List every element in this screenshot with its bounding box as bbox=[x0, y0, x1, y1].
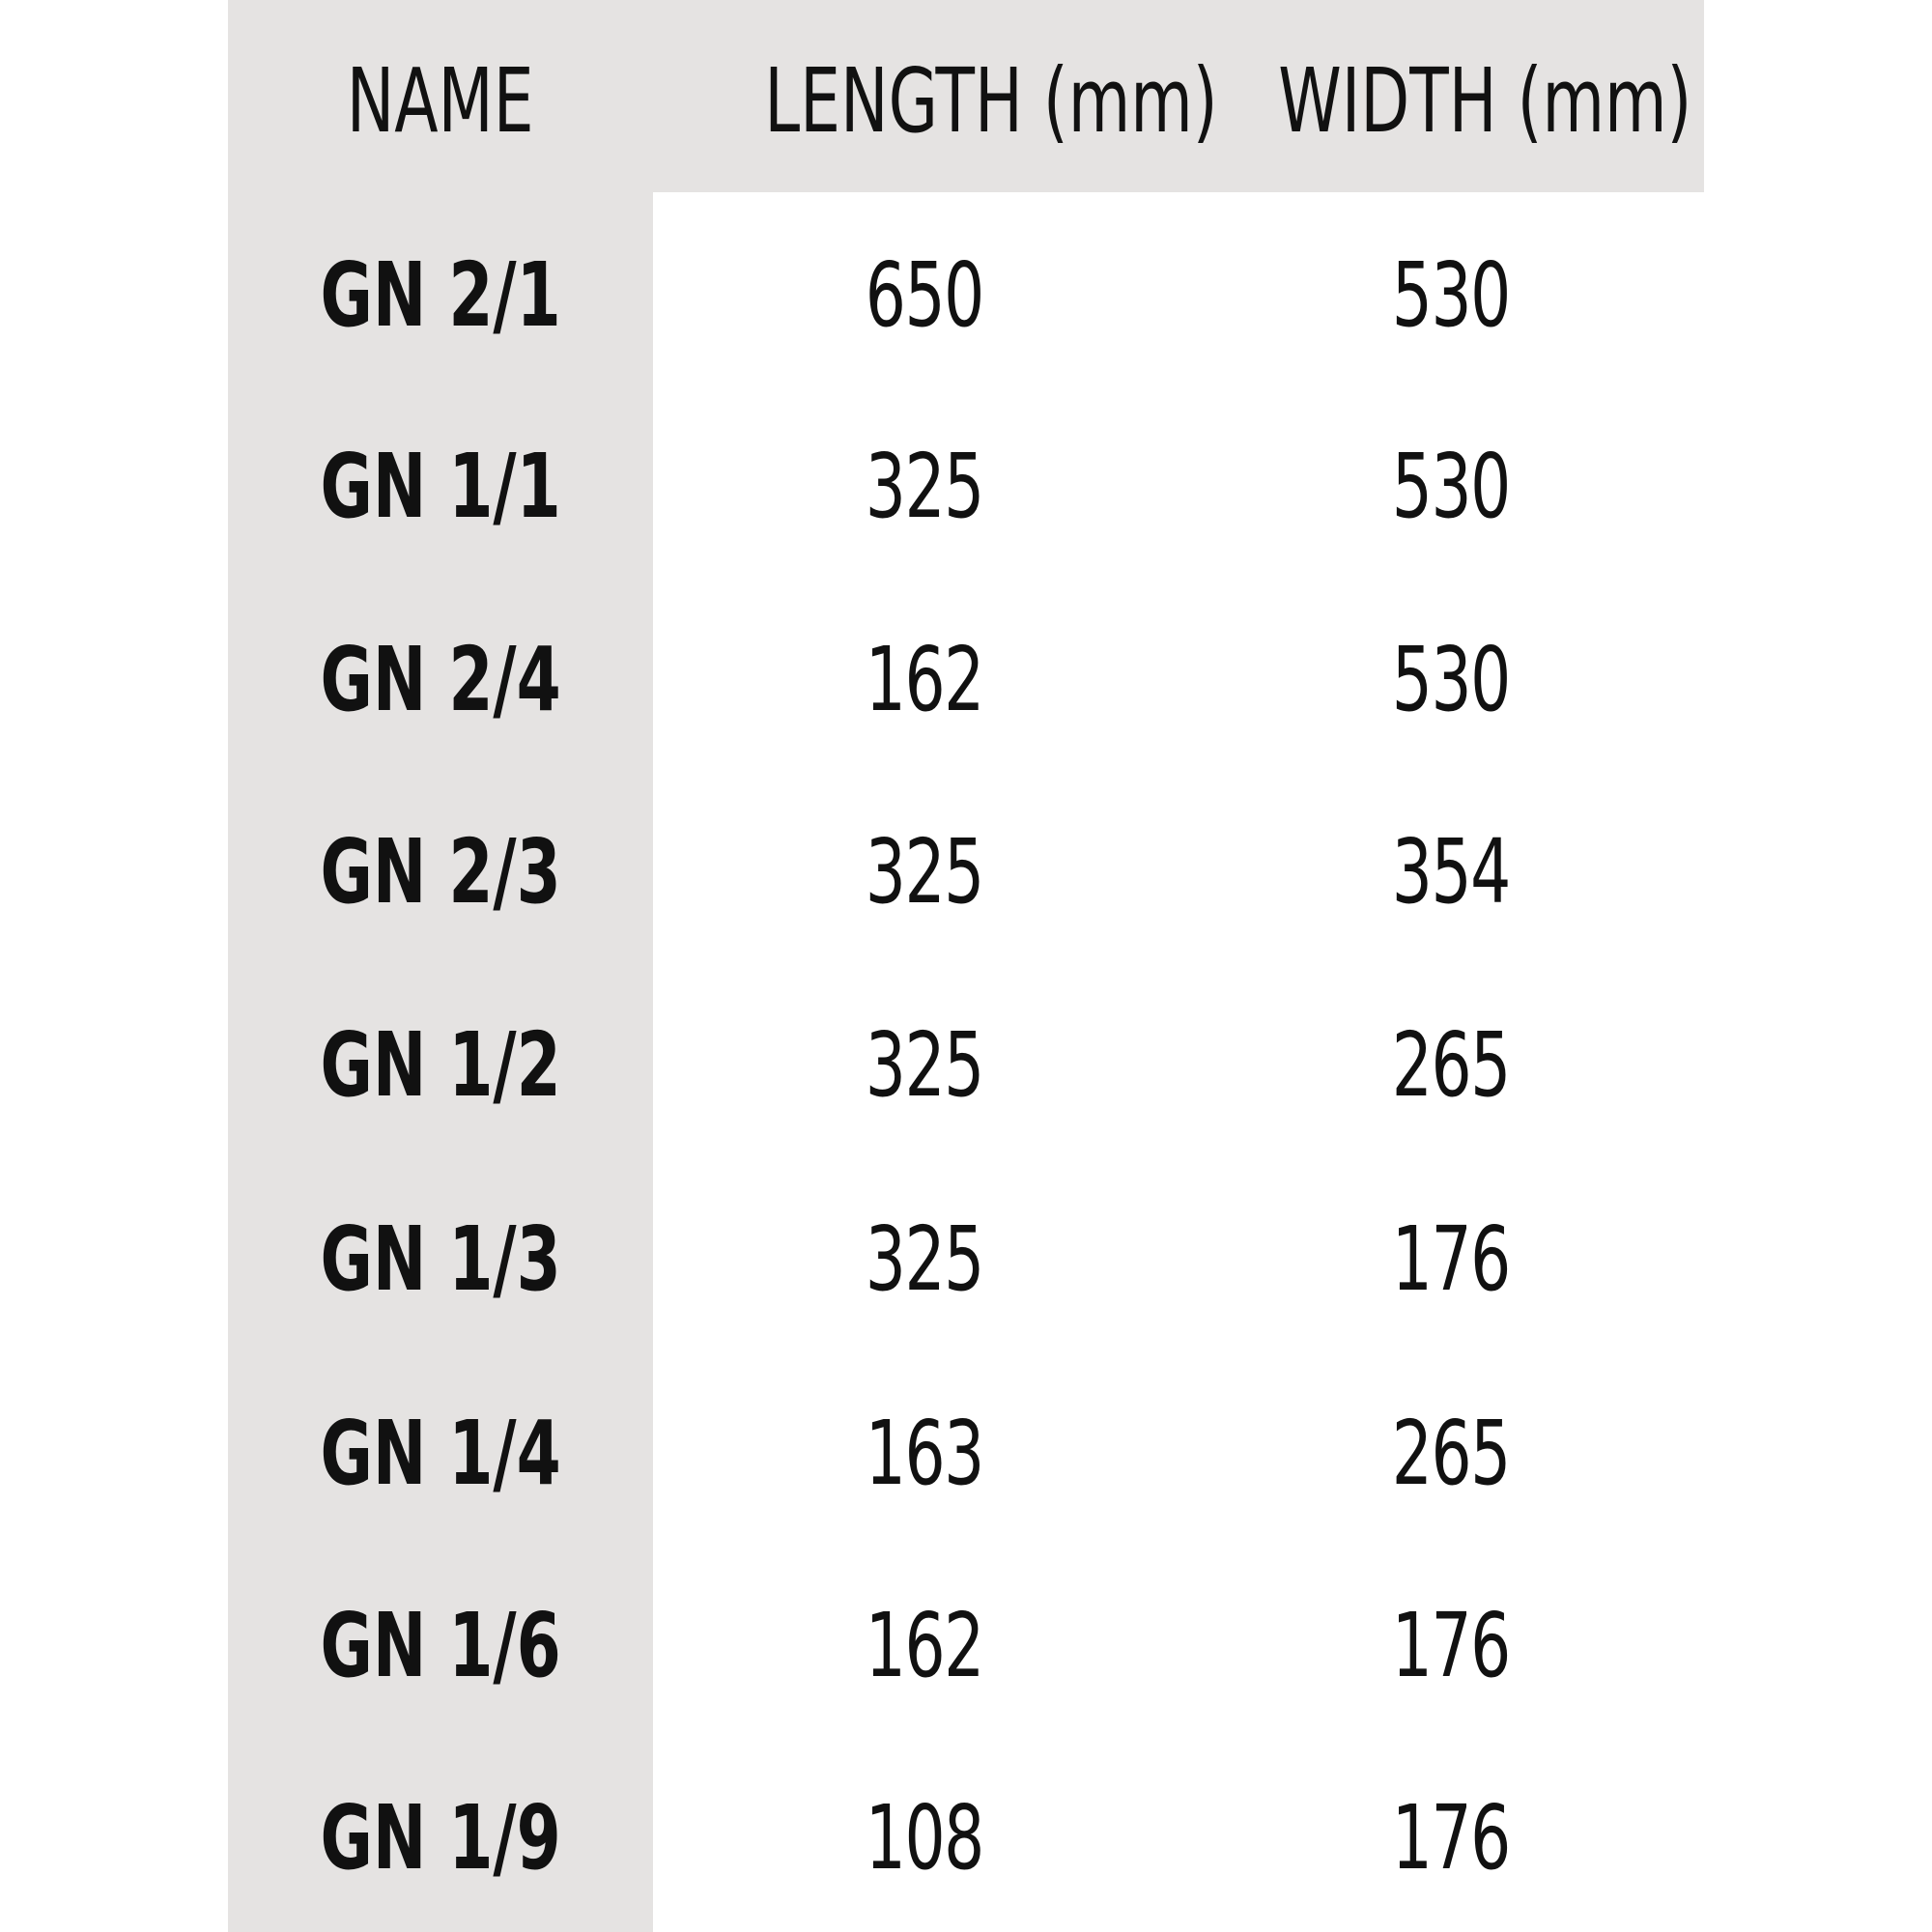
cell-width-text: 265 bbox=[1391, 1402, 1512, 1505]
cell-length: 325 bbox=[676, 429, 1173, 545]
cell-width: 265 bbox=[1198, 1008, 1704, 1123]
cell-name: GN 1/9 bbox=[228, 1780, 653, 1896]
cell-width: 176 bbox=[1198, 1588, 1704, 1704]
cell-length-text: 163 bbox=[865, 1402, 985, 1505]
column-header-width-text: WIDTH (mm) bbox=[1278, 49, 1692, 153]
cell-width-text: 530 bbox=[1391, 628, 1512, 731]
cell-width-text: 176 bbox=[1391, 1594, 1512, 1697]
cell-name-text: GN 1/1 bbox=[320, 435, 561, 538]
cell-length: 163 bbox=[676, 1396, 1173, 1512]
cell-length: 325 bbox=[676, 1008, 1173, 1123]
cell-name-text: GN 1/9 bbox=[320, 1786, 561, 1889]
cell-name: GN 1/1 bbox=[228, 429, 653, 545]
cell-width: 530 bbox=[1198, 622, 1704, 738]
cell-width: 530 bbox=[1198, 429, 1704, 545]
cell-name-text: GN 1/2 bbox=[320, 1013, 561, 1117]
cell-length-text: 650 bbox=[865, 243, 985, 347]
cell-name: GN 1/6 bbox=[228, 1588, 653, 1704]
cell-name-text: GN 1/4 bbox=[320, 1402, 561, 1505]
cell-name-text: GN 1/6 bbox=[320, 1594, 561, 1697]
cell-name: GN 1/3 bbox=[228, 1202, 653, 1318]
cell-name-text: GN 1/3 bbox=[320, 1208, 561, 1311]
cell-width: 530 bbox=[1198, 238, 1704, 354]
cell-length-text: 325 bbox=[865, 1013, 985, 1117]
cell-width: 176 bbox=[1198, 1780, 1704, 1896]
cell-name: GN 2/1 bbox=[228, 238, 653, 354]
cell-length-text: 162 bbox=[865, 1594, 985, 1697]
column-header-length-text: LENGTH (mm) bbox=[764, 49, 1218, 153]
cell-width: 354 bbox=[1198, 814, 1704, 930]
column-header-width: WIDTH (mm) bbox=[1198, 43, 1704, 159]
cell-name: GN 1/2 bbox=[228, 1008, 653, 1123]
cell-length: 162 bbox=[676, 622, 1173, 738]
cell-name: GN 1/4 bbox=[228, 1396, 653, 1512]
cell-name-text: GN 2/3 bbox=[320, 820, 561, 923]
name-column-background bbox=[228, 0, 653, 1932]
cell-name-text: GN 2/1 bbox=[320, 243, 561, 347]
column-header-name-text: NAME bbox=[347, 49, 534, 153]
cell-width-text: 176 bbox=[1391, 1786, 1512, 1889]
cell-width-text: 176 bbox=[1391, 1208, 1512, 1311]
cell-name: GN 2/4 bbox=[228, 622, 653, 738]
cell-length-text: 162 bbox=[865, 628, 985, 731]
cell-length: 325 bbox=[676, 1202, 1173, 1318]
cell-width-text: 354 bbox=[1391, 820, 1512, 923]
cell-name-text: GN 2/4 bbox=[320, 628, 561, 731]
cell-length: 108 bbox=[676, 1780, 1173, 1896]
column-header-length: LENGTH (mm) bbox=[676, 43, 1217, 159]
cell-length-text: 325 bbox=[865, 435, 985, 538]
cell-width: 265 bbox=[1198, 1396, 1704, 1512]
cell-length-text: 325 bbox=[865, 1208, 985, 1311]
cell-length-text: 325 bbox=[865, 820, 985, 923]
cell-width: 176 bbox=[1198, 1202, 1704, 1318]
cell-width-text: 265 bbox=[1391, 1013, 1512, 1117]
cell-name: GN 2/3 bbox=[228, 814, 653, 930]
cell-length: 162 bbox=[676, 1588, 1173, 1704]
cell-width-text: 530 bbox=[1391, 435, 1512, 538]
cell-length: 650 bbox=[676, 238, 1173, 354]
cell-width-text: 530 bbox=[1391, 243, 1512, 347]
cell-length: 325 bbox=[676, 814, 1173, 930]
column-header-name: NAME bbox=[228, 43, 653, 159]
cell-length-text: 108 bbox=[865, 1786, 985, 1889]
